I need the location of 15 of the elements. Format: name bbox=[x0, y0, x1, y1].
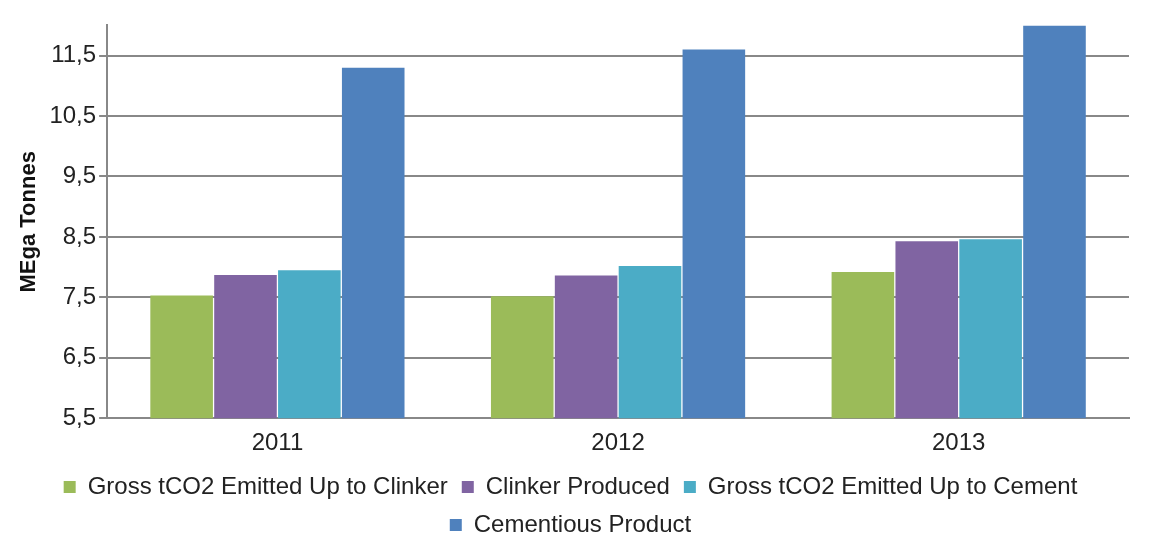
legend-label: Gross tCO2 Emitted Up to Clinker bbox=[87, 471, 448, 499]
x-tick-label: 2013 bbox=[931, 428, 986, 456]
y-tick-label: 10,5 bbox=[49, 100, 97, 128]
y-tick-label: 6,5 bbox=[62, 342, 97, 370]
x-tick-label: 2011 bbox=[251, 428, 304, 456]
y-tick-label: 5,5 bbox=[62, 402, 97, 430]
y-tick-label: 8,5 bbox=[62, 221, 97, 249]
y-tick-label: 11,5 bbox=[51, 40, 97, 68]
legend-label: Gross tCO2 Emitted Up to Cement bbox=[707, 471, 1078, 499]
y-tick-label: 7,5 bbox=[62, 281, 97, 309]
legend-label: Cementious Product bbox=[473, 509, 692, 537]
y-axis-title: MEga Tonnes bbox=[15, 151, 41, 293]
x-tick-label: 2012 bbox=[591, 428, 645, 456]
legend-label: Clinker Produced bbox=[485, 471, 670, 499]
y-tick-label: 9,5 bbox=[62, 161, 97, 189]
